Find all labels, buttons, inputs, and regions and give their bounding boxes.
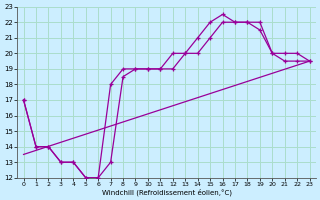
X-axis label: Windchill (Refroidissement éolien,°C): Windchill (Refroidissement éolien,°C) (101, 188, 232, 196)
